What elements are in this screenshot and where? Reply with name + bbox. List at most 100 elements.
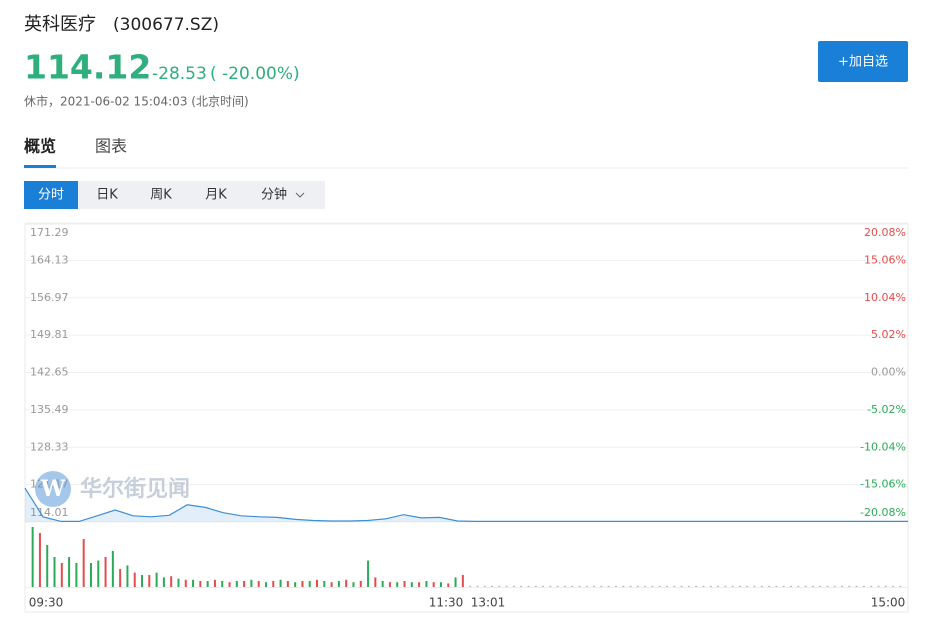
volume-bar <box>359 581 362 587</box>
button-label: +加自选 <box>838 55 888 70</box>
volume-bar <box>629 585 632 587</box>
add-watchlist-button[interactable] <box>818 41 908 82</box>
volume-bar <box>549 585 552 587</box>
volume-bar <box>585 585 588 587</box>
change-pct: ( -20.00%) <box>210 64 300 84</box>
volume-bar <box>133 572 136 587</box>
volume-bar <box>811 585 814 587</box>
volume-bar <box>75 563 78 587</box>
volume-bar <box>680 585 683 587</box>
volume-bar <box>512 585 515 587</box>
volume-bar <box>884 585 887 587</box>
stock-code: (300677.SZ) <box>113 15 219 35</box>
period-tab[interactable]: 周K <box>150 188 172 203</box>
period-tab[interactable]: 日K <box>96 188 118 203</box>
volume-bar <box>97 560 100 587</box>
tab[interactable]: 概览 <box>24 137 56 156</box>
volume-bar <box>709 585 712 587</box>
volume-bar <box>789 585 792 587</box>
y-tick-label: 135.49 <box>30 403 69 416</box>
volume-bar <box>746 585 749 587</box>
volume-bar <box>666 585 669 587</box>
x-tick-label: 11:30 <box>429 596 464 610</box>
volume-bar <box>206 581 209 587</box>
volume-bar <box>184 579 187 587</box>
volume-bar <box>833 585 836 587</box>
period-tab[interactable]: 分钟 <box>261 187 287 203</box>
period-tab[interactable]: 分时 <box>38 188 64 203</box>
volume-bar <box>636 585 639 587</box>
volume-bar <box>644 585 647 587</box>
volume-bar <box>826 585 829 587</box>
volume-bar <box>337 581 340 587</box>
y2-tick-label: 10.04% <box>864 291 906 304</box>
volume-bar <box>483 585 486 587</box>
volume-bar <box>38 533 41 587</box>
y-tick-label: 171.29 <box>30 226 69 239</box>
volume-bar <box>556 585 559 587</box>
volume-bar <box>316 579 319 587</box>
y-tick-label: 128.33 <box>30 440 69 453</box>
volume-bar <box>520 585 523 587</box>
tab-underline <box>24 165 56 168</box>
volume-bar <box>461 575 464 587</box>
y2-tick-label: 20.08% <box>864 226 906 239</box>
volume-bar <box>60 563 63 587</box>
volume-bar <box>418 582 421 587</box>
volume-bar <box>673 585 676 587</box>
volume-bar <box>352 582 355 587</box>
volume-bar <box>126 565 129 587</box>
volume-bar <box>257 581 260 587</box>
volume-bar <box>563 585 566 587</box>
y-tick-label: 156.97 <box>30 291 69 304</box>
x-tick-label: 13:01 <box>471 596 506 610</box>
y-tick-label: 149.81 <box>30 328 69 341</box>
volume-bar <box>797 585 800 587</box>
change: -28.53 <box>152 64 207 84</box>
price: 114.12 <box>24 48 151 87</box>
volume-bar <box>614 585 617 587</box>
volume-bar <box>527 585 530 587</box>
volume-bar <box>819 585 822 587</box>
volume-bar <box>177 578 180 587</box>
volume-bar <box>724 585 727 587</box>
volume-bar <box>396 582 399 587</box>
price-line <box>24 487 908 522</box>
volume-bar <box>439 582 442 587</box>
volume-bar <box>768 585 771 587</box>
volume-bar <box>250 579 253 587</box>
volume-bar <box>717 585 720 587</box>
volume-bar <box>221 581 224 587</box>
volume-bar <box>381 581 384 587</box>
volume-bar <box>272 581 275 587</box>
volume-bar <box>731 585 734 587</box>
volume-bar <box>111 551 114 587</box>
volume-bar <box>658 585 661 587</box>
tab[interactable]: 图表 <box>95 137 127 156</box>
period-tab[interactable]: 月K <box>205 188 227 203</box>
volume-bar <box>775 585 778 587</box>
volume-bar <box>68 557 71 587</box>
x-tick-label: 15:00 <box>871 596 906 610</box>
volume-bar <box>578 585 581 587</box>
volume-bar <box>82 539 85 587</box>
volume-bar <box>31 527 34 587</box>
volume-bar <box>425 581 428 587</box>
volume-bar <box>323 581 326 587</box>
volume-bar <box>892 585 895 587</box>
volume-bar <box>491 585 494 587</box>
y2-tick-label: -15.06% <box>860 478 906 491</box>
volume-bar <box>702 585 705 587</box>
volume-bar <box>862 585 865 587</box>
volume-bar <box>46 545 49 587</box>
price-area <box>25 488 908 522</box>
volume-bar <box>848 585 851 587</box>
volume-bar <box>388 582 391 587</box>
volume-bar <box>695 585 698 587</box>
volume-bar <box>53 557 56 587</box>
volume-bar <box>760 585 763 587</box>
watermark-logo-letter: W <box>40 476 66 502</box>
x-tick-label: 09:30 <box>29 596 64 610</box>
y2-tick-label: -20.08% <box>860 506 906 519</box>
